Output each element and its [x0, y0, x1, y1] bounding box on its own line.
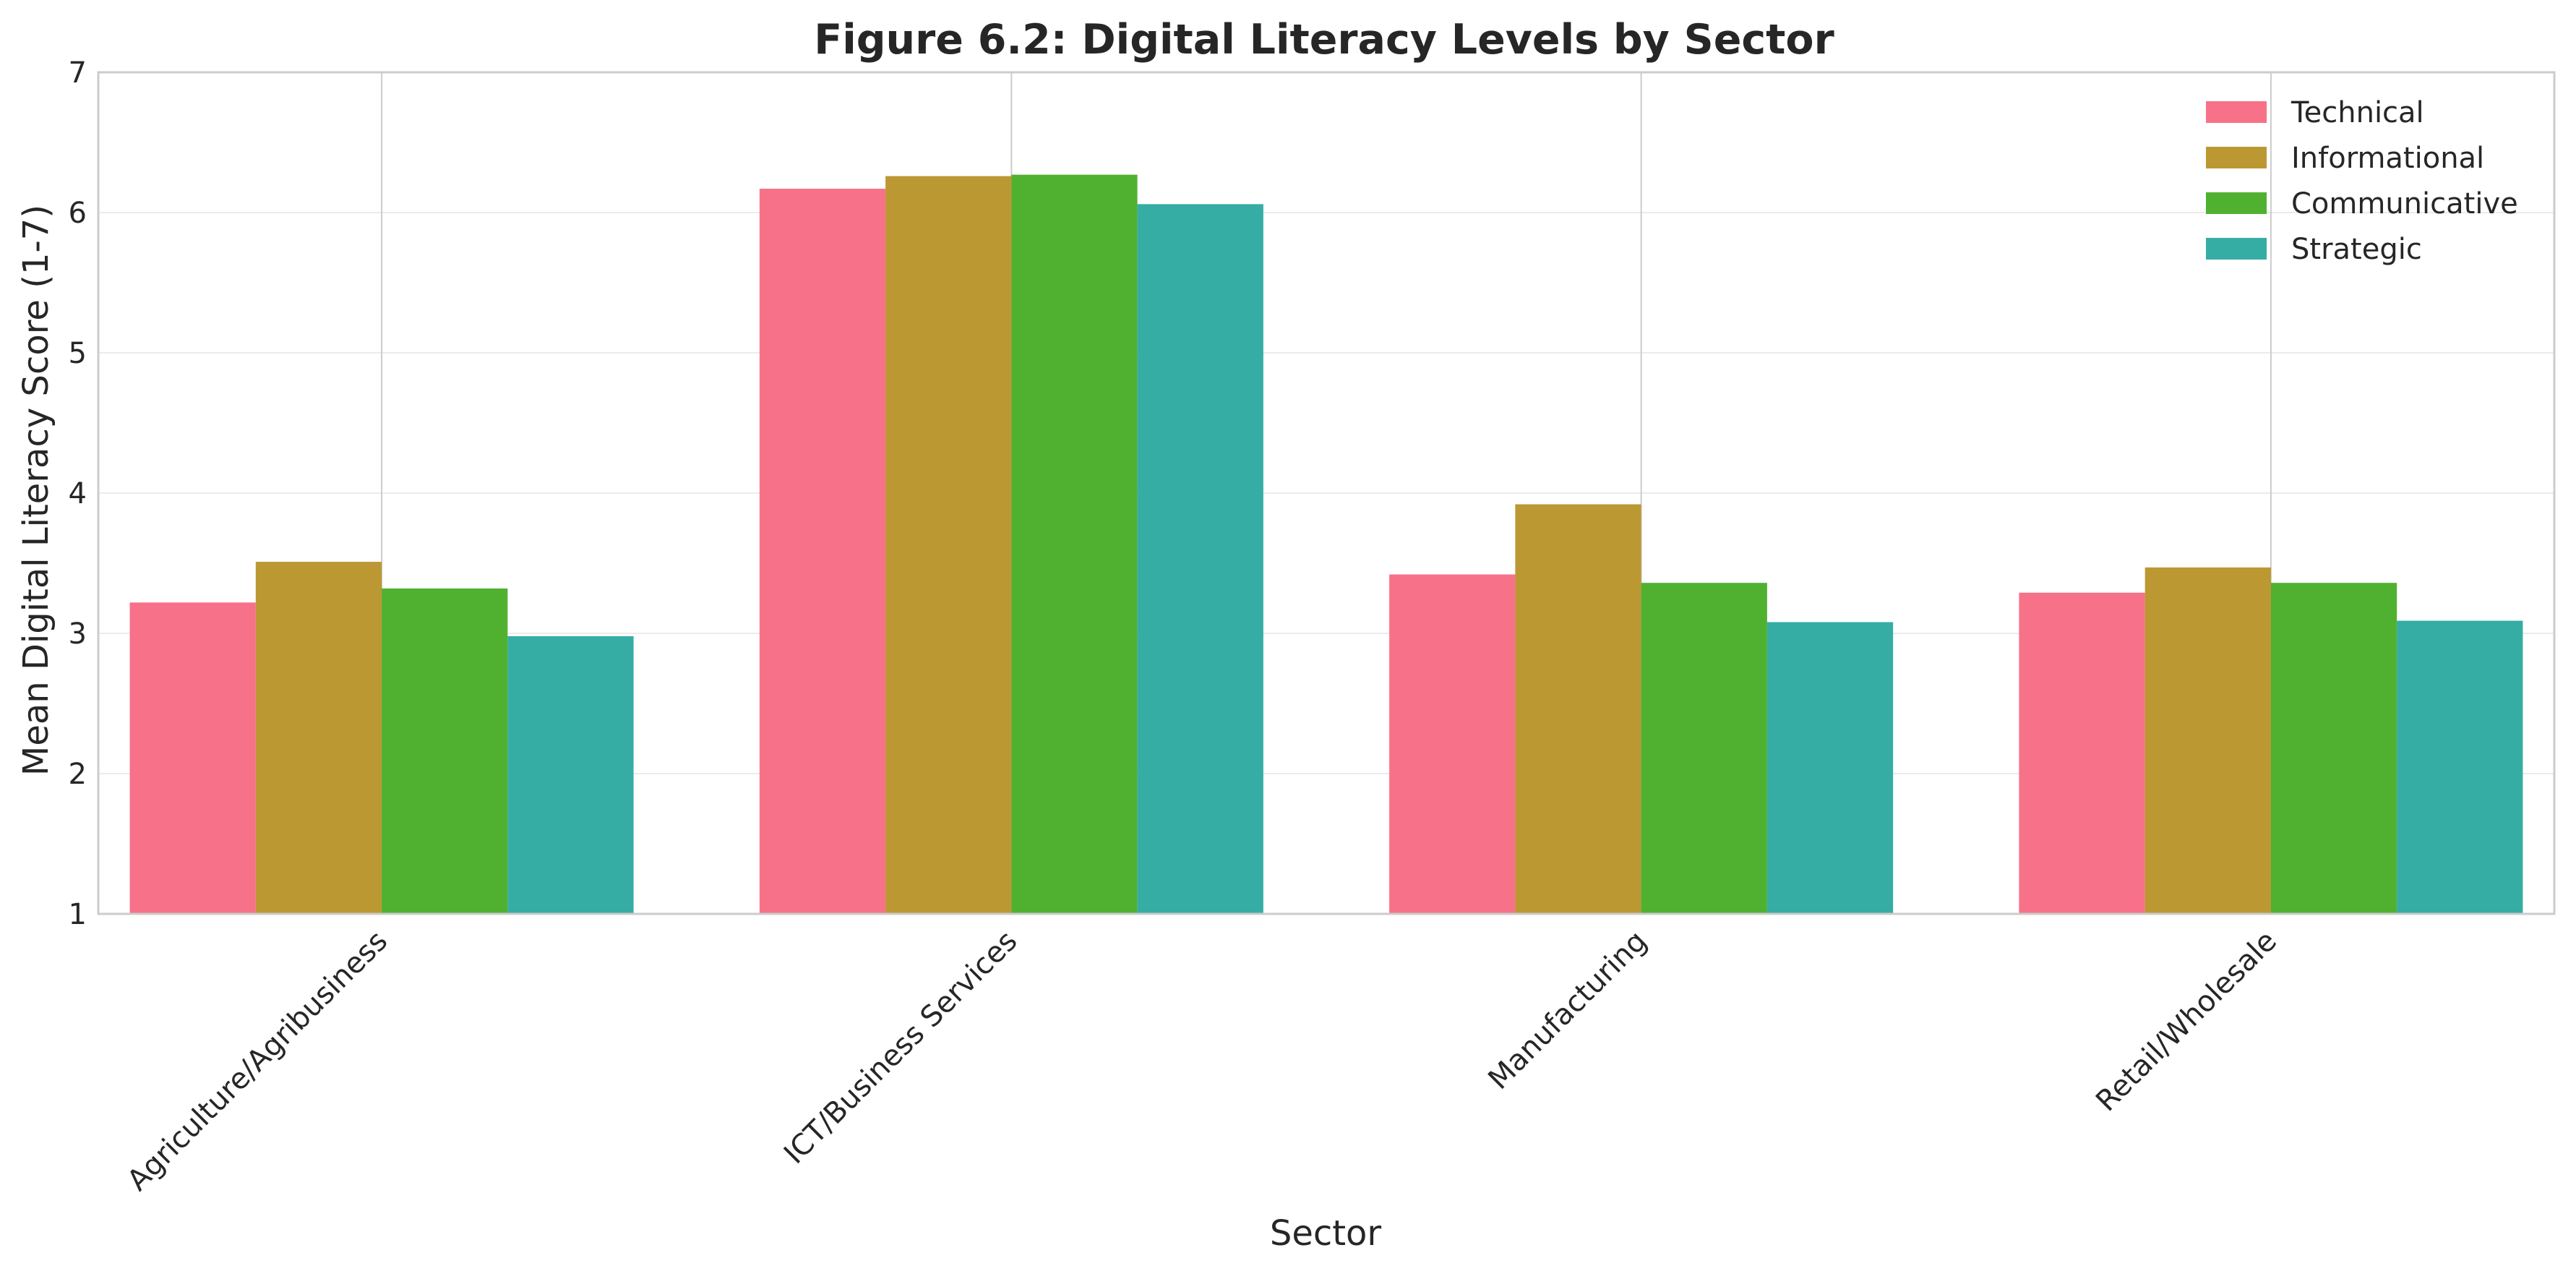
bar-strategic-3	[2397, 620, 2523, 914]
y-tick-label: 3	[69, 617, 87, 651]
bar-technical-1	[759, 189, 886, 914]
chart-title: Figure 6.2: Digital Literacy Levels by S…	[814, 16, 1834, 64]
legend-swatch-communicative	[2206, 192, 2267, 214]
bar-communicative-3	[2270, 583, 2397, 914]
plot-frame	[97, 71, 2556, 915]
x-tick-label: Agriculture/Agribusiness	[121, 925, 394, 1198]
bar-informational-2	[1515, 504, 1641, 914]
y-tick-label: 1	[69, 898, 87, 931]
bar-informational-0	[255, 562, 382, 914]
bar-technical-2	[1389, 574, 1516, 914]
bar-strategic-0	[507, 636, 634, 914]
legend-swatch-strategic	[2206, 238, 2267, 260]
x-tick-label: ICT/Business Services	[778, 925, 1023, 1171]
bar-informational-1	[885, 176, 1012, 914]
legend-swatch-technical	[2206, 101, 2267, 123]
y-tick-label: 4	[69, 477, 87, 510]
bar-technical-3	[2019, 592, 2145, 914]
bar-informational-3	[2144, 567, 2271, 914]
bars-layer	[129, 174, 2523, 914]
bar-communicative-0	[382, 588, 508, 914]
bar-communicative-2	[1641, 583, 1767, 914]
legend-label-technical: Technical	[2291, 96, 2424, 129]
bar-strategic-1	[1137, 204, 1263, 914]
legend-swatch-informational	[2206, 147, 2267, 168]
legend-label-strategic: Strategic	[2291, 233, 2422, 266]
x-tick-label: Manufacturing	[1482, 925, 1653, 1096]
y-tick-label: 6	[69, 197, 87, 230]
y-tick-label: 2	[69, 758, 87, 791]
legend-label-communicative: Communicative	[2291, 187, 2518, 221]
legend: Technical Informational Communicative Strat…	[2206, 96, 2518, 266]
x-axis-label: Sector	[1270, 1213, 1382, 1254]
legend-label-informational: Informational	[2291, 142, 2484, 175]
y-tick-label: 7	[69, 56, 87, 90]
bar-communicative-1	[1011, 174, 1138, 914]
x-tick-label: Retail/Wholesale	[2090, 925, 2283, 1118]
y-tick-label: 5	[69, 337, 87, 370]
bar-strategic-2	[1766, 622, 1894, 914]
bar-technical-0	[129, 602, 256, 914]
y-axis-label: Mean Digital Literacy Score (1-7)	[16, 205, 56, 776]
